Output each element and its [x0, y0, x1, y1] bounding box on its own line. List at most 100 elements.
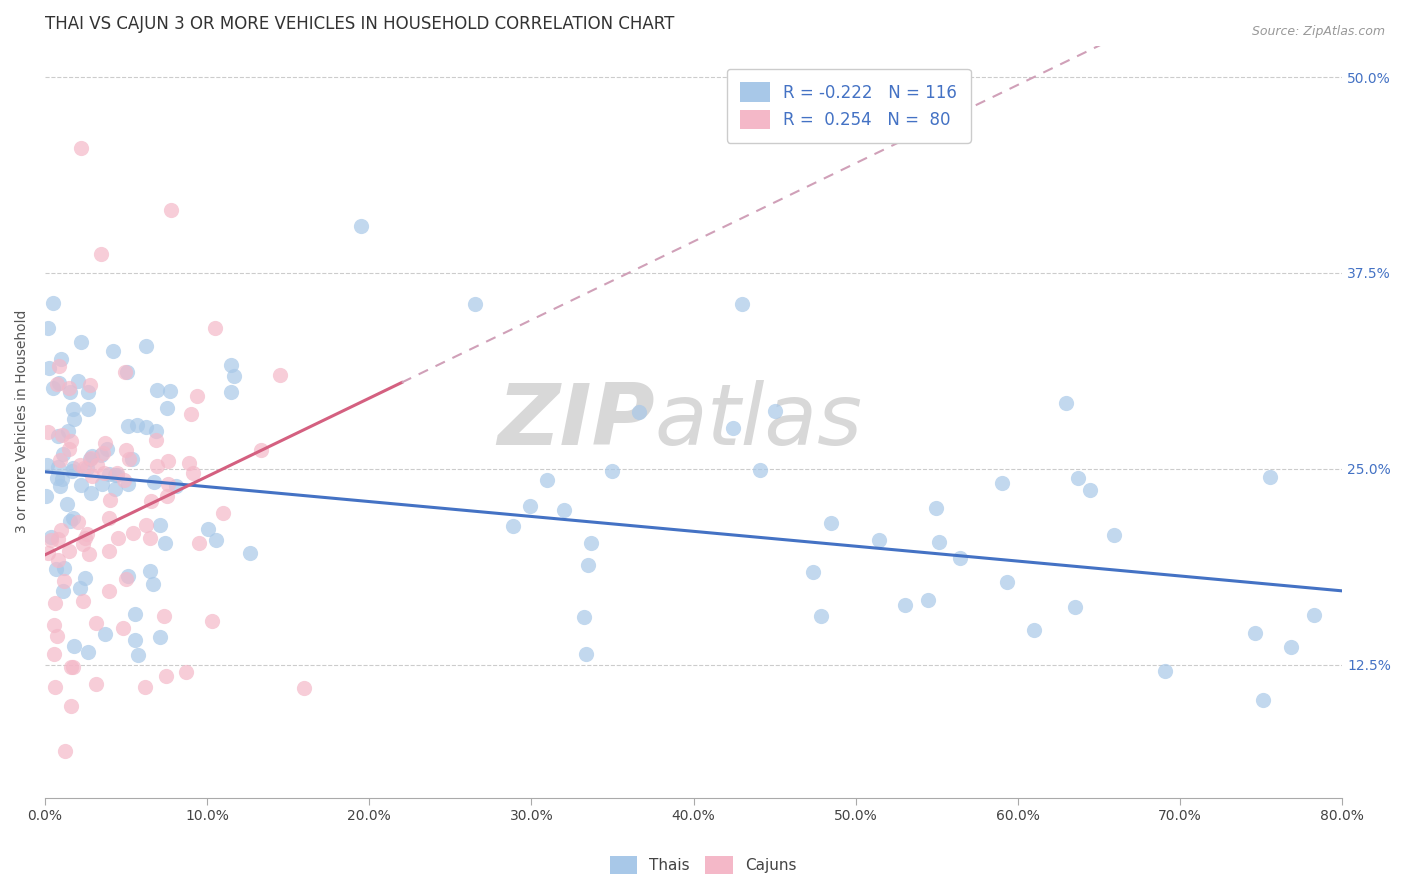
- Point: [141, 494, 163, 508]
- Point: [48, 359, 70, 374]
- Point: [60, 464, 83, 478]
- Point: [124, 607, 146, 622]
- Point: [1251, 693, 1274, 707]
- Point: [749, 463, 772, 477]
- Point: [58, 442, 80, 457]
- Point: [60, 434, 83, 449]
- Point: [121, 525, 143, 540]
- Point: [37, 321, 59, 335]
- Point: [93, 466, 115, 480]
- Point: [69, 458, 91, 473]
- Point: [153, 609, 176, 624]
- Point: [204, 320, 226, 334]
- Point: [128, 648, 150, 663]
- Point: [205, 533, 228, 548]
- Point: [75, 571, 97, 585]
- Point: [142, 577, 165, 591]
- Point: [79, 452, 101, 467]
- Point: [572, 610, 595, 624]
- Point: [59, 698, 82, 713]
- Point: [180, 407, 202, 421]
- Point: [1154, 665, 1177, 679]
- Point: [924, 501, 946, 516]
- Point: [1078, 483, 1101, 498]
- Point: [350, 219, 373, 233]
- Point: [134, 680, 156, 694]
- Point: [80, 450, 103, 464]
- Point: [101, 344, 124, 359]
- Point: [62, 511, 84, 525]
- Point: [219, 358, 242, 372]
- Point: [1244, 626, 1267, 640]
- Point: [464, 297, 486, 311]
- Point: [219, 385, 242, 400]
- Point: [66, 515, 89, 529]
- Point: [894, 598, 917, 612]
- Point: [155, 669, 177, 683]
- Point: [917, 593, 939, 607]
- Point: [628, 405, 651, 419]
- Point: [995, 575, 1018, 590]
- Point: [188, 536, 211, 550]
- Point: [157, 476, 180, 491]
- Point: [536, 473, 558, 487]
- Point: [96, 442, 118, 456]
- Point: [75, 532, 97, 546]
- Point: [52, 574, 75, 588]
- Point: [97, 584, 120, 599]
- Point: [45, 377, 67, 392]
- Point: [58, 381, 80, 395]
- Point: [135, 420, 157, 434]
- Point: [121, 451, 143, 466]
- Point: [98, 493, 121, 508]
- Point: [197, 522, 219, 536]
- Point: [98, 467, 121, 481]
- Point: [721, 421, 744, 435]
- Point: [80, 450, 103, 465]
- Point: [84, 676, 107, 690]
- Point: [62, 461, 84, 475]
- Point: [91, 477, 114, 491]
- Point: [146, 459, 169, 474]
- Point: [39, 533, 62, 547]
- Point: [107, 532, 129, 546]
- Point: [67, 374, 90, 388]
- Point: [59, 660, 82, 674]
- Point: [45, 562, 67, 576]
- Point: [45, 471, 67, 485]
- Point: [159, 384, 181, 399]
- Point: [70, 334, 93, 349]
- Point: [117, 568, 139, 582]
- Point: [801, 566, 824, 580]
- Point: [51, 428, 73, 442]
- Point: [600, 464, 623, 478]
- Point: [149, 518, 172, 533]
- Point: [239, 546, 262, 560]
- Point: [52, 583, 75, 598]
- Point: [149, 630, 172, 644]
- Point: [731, 297, 754, 311]
- Point: [991, 475, 1014, 490]
- Point: [49, 523, 72, 537]
- Point: [155, 535, 177, 549]
- Point: [145, 433, 167, 447]
- Point: [42, 617, 65, 632]
- Legend: Thais, Cajuns: Thais, Cajuns: [603, 850, 803, 880]
- Point: [156, 454, 179, 468]
- Point: [63, 639, 86, 653]
- Point: [69, 581, 91, 595]
- Point: [37, 458, 59, 472]
- Point: [1258, 469, 1281, 483]
- Point: [165, 479, 187, 493]
- Point: [176, 665, 198, 680]
- Point: [135, 518, 157, 533]
- Point: [77, 547, 100, 561]
- Point: [38, 361, 60, 376]
- Point: [104, 482, 127, 496]
- Point: [90, 246, 112, 260]
- Point: [76, 460, 98, 475]
- Point: [86, 458, 108, 473]
- Point: [139, 564, 162, 578]
- Point: [112, 621, 135, 635]
- Point: [177, 457, 200, 471]
